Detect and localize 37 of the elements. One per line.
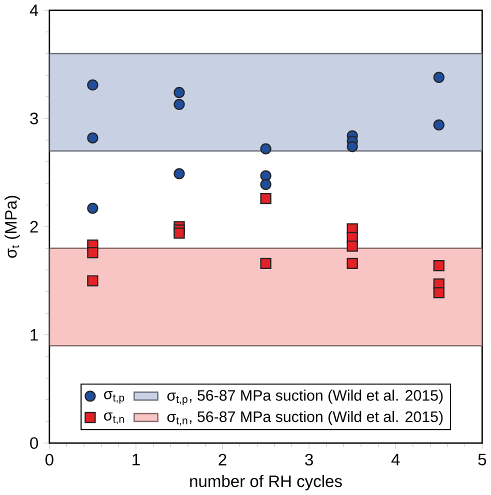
point bbox=[433, 260, 444, 272]
point bbox=[260, 143, 272, 154]
x-tick-label: 1 bbox=[132, 454, 140, 466]
point bbox=[346, 258, 358, 270]
point bbox=[86, 132, 98, 144]
point bbox=[86, 275, 98, 286]
point bbox=[86, 247, 98, 258]
y-tick-label: 0 bbox=[30, 437, 38, 449]
x-tick-label: 0 bbox=[45, 454, 54, 466]
point bbox=[260, 258, 272, 270]
point bbox=[260, 178, 272, 190]
point bbox=[173, 98, 185, 110]
y-tick-label: 4 bbox=[30, 4, 38, 16]
point bbox=[433, 72, 444, 83]
x-tick-label: 4 bbox=[391, 454, 400, 466]
point bbox=[86, 202, 98, 214]
legend-label: σ$_{t,n}$ bbox=[104, 412, 124, 424]
legend-label: σ$_{t,p}$, 56-87 MPa suction (Wild et al. 2015) bbox=[167, 390, 442, 406]
point bbox=[433, 287, 444, 298]
y-axis-title: σ$_{t}$ (MPa) bbox=[4, 196, 20, 258]
point bbox=[433, 119, 444, 131]
point bbox=[260, 192, 272, 204]
point bbox=[173, 168, 185, 180]
x-axis-title: number of RH cycles bbox=[190, 474, 342, 490]
point bbox=[86, 79, 98, 91]
y-tick-label: 2 bbox=[30, 220, 38, 232]
x-tick-label: 5 bbox=[478, 454, 486, 466]
point bbox=[173, 228, 185, 239]
legend-label: σ$_{t,n}$, 56-87 MPa suction (Wild et al. 2015) bbox=[167, 410, 442, 426]
point bbox=[173, 86, 185, 98]
y-tick-label: 3 bbox=[30, 112, 38, 124]
point bbox=[346, 240, 358, 252]
x-tick-label: 2 bbox=[218, 454, 226, 466]
x-tick-label: 3 bbox=[304, 454, 313, 466]
legend-label: σ$_{t,p}$ bbox=[104, 391, 124, 404]
point bbox=[346, 141, 358, 152]
y-tick-label: 1 bbox=[30, 329, 38, 341]
